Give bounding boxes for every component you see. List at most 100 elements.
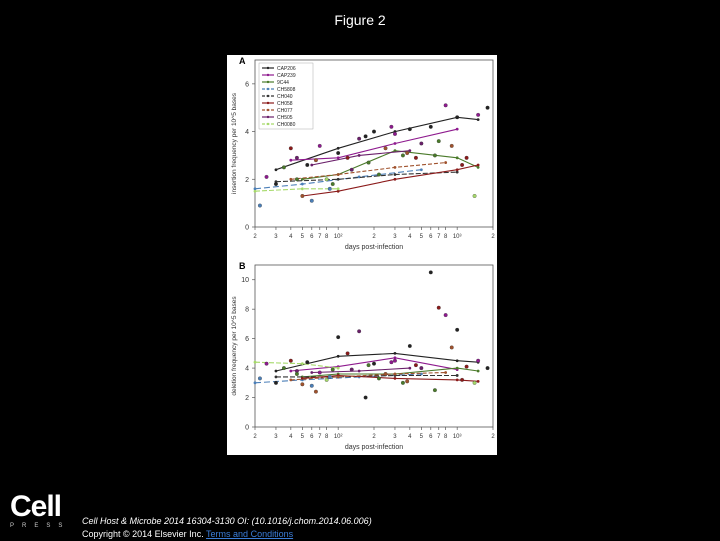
scatter-point xyxy=(400,153,405,158)
legend-label: CH505 xyxy=(277,115,293,121)
x-axis-label: days post-infection xyxy=(345,444,403,451)
legend-label: CAP239 xyxy=(277,73,296,79)
series-point-9C44 xyxy=(455,366,459,370)
scatter-point xyxy=(428,270,433,275)
y-tick-label: 6 xyxy=(245,81,249,88)
x-tick-label: 4 xyxy=(408,434,412,440)
scatter-point xyxy=(313,158,318,163)
scatter-point xyxy=(449,143,454,148)
y-tick-label: 6 xyxy=(245,336,249,343)
x-tick-label: 5 xyxy=(420,434,424,440)
series-point-CH077 xyxy=(336,173,340,176)
scatter-point xyxy=(327,374,332,379)
series-point-CAP206 xyxy=(274,168,278,172)
series-line-CH0080 xyxy=(254,188,339,192)
x-tick-label: 10³ xyxy=(453,234,462,240)
series-point-CH077 xyxy=(393,165,397,169)
scatter-point xyxy=(376,376,381,381)
scatter-point xyxy=(476,112,481,117)
citation-details: 2014 16304-3130 OI: (10.1016/j.chom.2014… xyxy=(161,516,372,526)
scatter-point xyxy=(300,382,305,387)
series-point-CAP239 xyxy=(336,156,340,160)
scatter-point xyxy=(309,383,314,388)
scatter-point xyxy=(281,366,286,371)
logo-word: Cell xyxy=(10,490,62,523)
y-tick-label: 2 xyxy=(245,177,249,184)
y-axis-label: deletion frequency per 10^5 bases xyxy=(231,296,238,396)
scatter-point xyxy=(264,361,269,366)
scatter-point xyxy=(300,194,305,198)
series-point-CH505 xyxy=(310,163,314,167)
series-point-9C44 xyxy=(455,156,459,160)
scatter-point xyxy=(372,129,376,134)
series-point-CH077 xyxy=(289,177,293,181)
x-tick-label: 5 xyxy=(301,434,305,440)
scatter-point xyxy=(464,155,469,160)
x-tick-label: 2 xyxy=(491,434,495,440)
scatter-point xyxy=(363,395,368,400)
series-point-CH505 xyxy=(408,149,412,153)
scatter-point xyxy=(376,172,381,177)
x-tick-label: 4 xyxy=(408,234,412,240)
series-point-CH077 xyxy=(289,378,293,382)
y-tick-label: 4 xyxy=(245,366,249,373)
scatter-point xyxy=(366,160,371,165)
series-point-CH0080 xyxy=(336,366,340,370)
x-tick-label: 7 xyxy=(318,434,322,440)
scatter-point xyxy=(472,380,477,385)
x-tick-label: 7 xyxy=(437,434,441,440)
scatter-point xyxy=(432,388,437,393)
scatter-point xyxy=(345,351,350,356)
scatter-point xyxy=(366,363,371,368)
cell-press-logo: Cell PRESS xyxy=(10,490,71,530)
scatter-point xyxy=(305,360,310,365)
legend-label: CH058 xyxy=(277,101,293,107)
scatter-point xyxy=(436,305,441,310)
x-tick-label: 7 xyxy=(437,234,441,240)
citation-line: Cell Host & Microbe 2014 16304-3130 OI: … xyxy=(82,515,372,528)
scatter-point xyxy=(383,372,388,376)
series-point-CAP239 xyxy=(393,356,397,360)
logo-press: PRESS xyxy=(10,523,71,529)
scatter-point xyxy=(363,134,368,139)
series-point-CH505 xyxy=(357,154,361,157)
x-tick-label: 6 xyxy=(429,434,433,440)
series-point-CH058 xyxy=(476,163,480,167)
x-tick-label: 3 xyxy=(393,434,397,440)
x-tick-label: 7 xyxy=(318,234,322,240)
series-point-CH058 xyxy=(336,189,340,193)
scatter-point xyxy=(405,379,410,384)
legend-marker xyxy=(266,80,270,84)
scatter-point xyxy=(274,182,278,187)
x-tick-label: 8 xyxy=(444,234,448,240)
scatter-point xyxy=(413,155,418,160)
scatter-point xyxy=(400,380,405,385)
series-point-CH040 xyxy=(274,375,278,379)
series-point-CAP206 xyxy=(336,146,340,150)
series-line-CAP239 xyxy=(290,357,458,372)
series-point-CAP206 xyxy=(274,369,278,373)
series-point-CH077 xyxy=(336,375,340,379)
scatter-point xyxy=(264,174,269,179)
series-line-CH040 xyxy=(275,171,458,183)
terms-link[interactable]: Terms and Conditions xyxy=(206,529,294,539)
scatter-point xyxy=(324,377,329,382)
x-tick-label: 8 xyxy=(325,234,329,240)
x-tick-label: 5 xyxy=(301,234,305,240)
series-point-CH5808 xyxy=(419,372,423,376)
series-point-CH505 xyxy=(357,369,361,373)
scatter-point xyxy=(460,377,465,382)
series-point-CH5808 xyxy=(253,187,257,191)
series-line-CH0080 xyxy=(254,361,339,369)
scatter-point xyxy=(336,151,341,155)
x-tick-label: 2 xyxy=(372,234,376,240)
series-point-CH5808 xyxy=(419,168,423,172)
x-tick-label: 2 xyxy=(491,234,495,240)
series-point-CH077 xyxy=(393,372,397,376)
series-point-CAP239 xyxy=(455,127,459,131)
legend-marker xyxy=(266,108,270,112)
scatter-point xyxy=(393,358,397,363)
scatter-point xyxy=(313,389,318,394)
series-line-CH077 xyxy=(290,371,446,381)
